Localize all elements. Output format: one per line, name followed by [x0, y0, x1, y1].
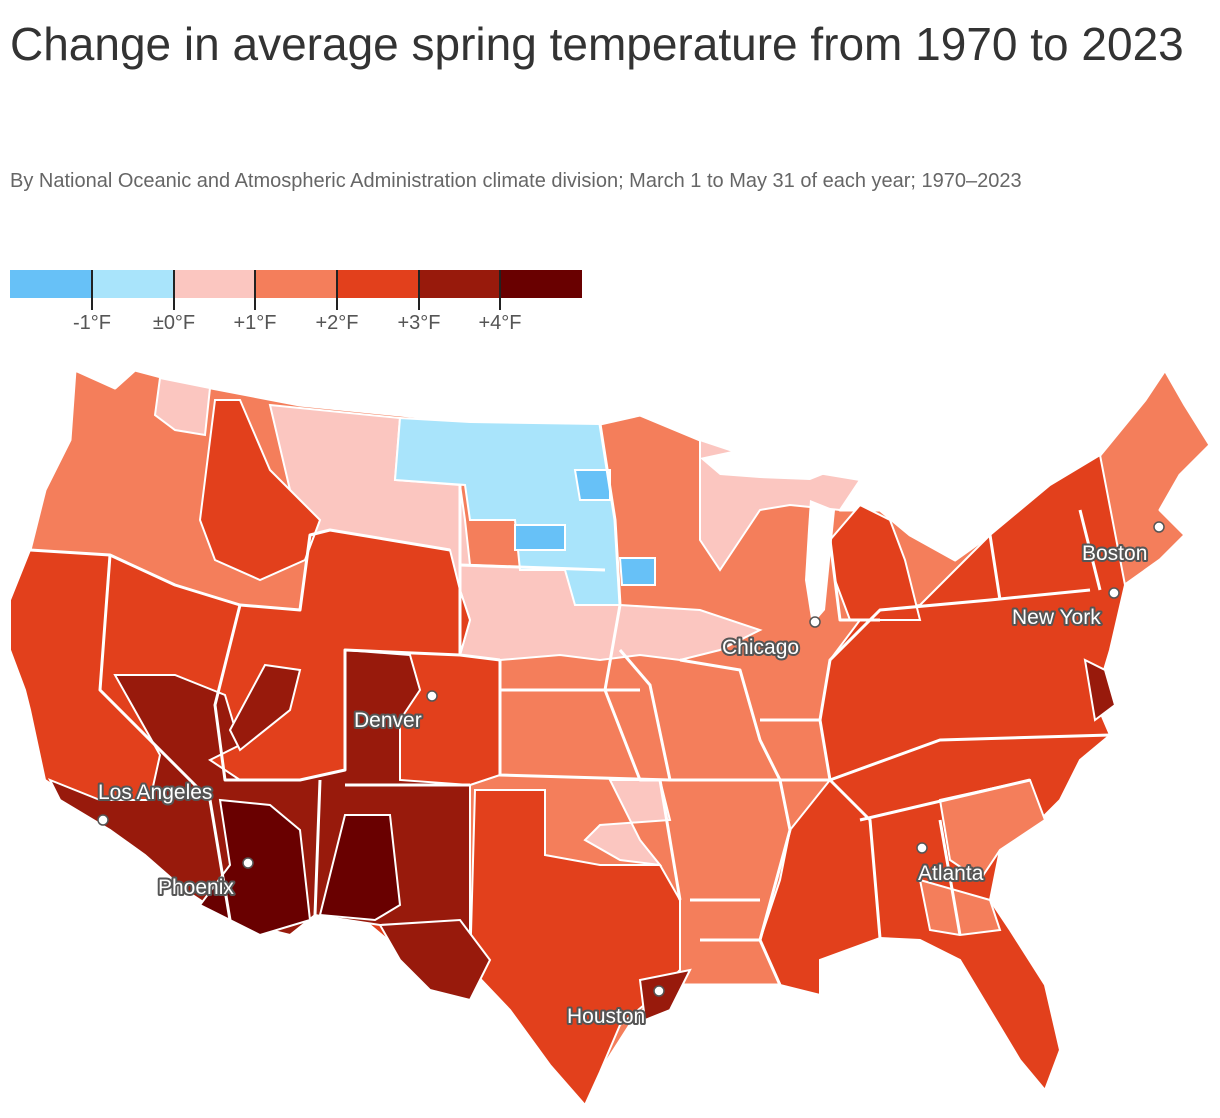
legend-tick-label: -1°F [73, 312, 111, 334]
state-boundaries [29, 423, 1111, 986]
color-legend: -1°F ±0°F +1°F +2°F +3°F +4°F [10, 270, 583, 340]
city-label: Denver [354, 709, 422, 732]
city-marker-houston: Houston [565, 985, 665, 1030]
city-label: Atlanta [918, 862, 984, 885]
city-label: New York [1012, 606, 1101, 629]
city-marker-boston: Boston [1080, 521, 1165, 567]
region-houston-very-warm [638, 968, 692, 1022]
legend-tick-mark [91, 270, 93, 310]
city-label: Chicago [722, 636, 799, 659]
city-label: Houston [567, 1005, 645, 1028]
region-washington-light [153, 376, 212, 437]
city-marker-new-york: New York [1010, 587, 1120, 631]
legend-tick-label: ±0°F [152, 312, 196, 334]
legend-swatch-below-minus-1 [10, 270, 92, 298]
region-dakotas-coldest [514, 469, 656, 586]
legend-tick-mark [173, 270, 175, 310]
us-climate-division-map: Boston New York Chicago Denver Los Angel… [8, 368, 1212, 1107]
region-texas-trans-pecos [378, 918, 492, 1002]
legend-swatch-0-to-1 [173, 270, 256, 298]
city-marker-chicago: Chicago [720, 616, 821, 661]
region-utah-very-warm [228, 663, 302, 752]
region-michigan-warm [828, 503, 922, 621]
legend-tick-mark [499, 270, 501, 310]
legend-bar [10, 270, 583, 298]
legend-tick-label: +2°F [315, 312, 359, 334]
region-delmarva-very-warm [1083, 658, 1117, 722]
legend-swatch-2-to-3 [336, 270, 419, 298]
city-marker-atlanta: Atlanta [916, 842, 986, 887]
city-label: Phoenix [158, 876, 234, 899]
legend-tick-mark [418, 270, 420, 310]
region-carolina-piedmont [918, 778, 1047, 937]
legend-tick-label: +4°F [478, 312, 522, 334]
legend-tick-mark [336, 270, 338, 310]
city-marker-phoenix: Phoenix [156, 857, 254, 901]
region-idaho-warm [198, 399, 322, 582]
legend-swatch-above-4 [500, 270, 583, 298]
legend-tick-label: +1°F [233, 312, 277, 334]
chart-subtitle: By National Oceanic and Atmospheric Admi… [10, 170, 1022, 192]
legend-tick-label: +3°F [397, 312, 441, 334]
city-marker-los-angeles: Los Angeles [96, 779, 214, 826]
chart-title: Change in average spring temperature fro… [10, 18, 1184, 70]
legend-swatch-minus-1-to-0 [91, 270, 174, 298]
legend-swatch-3-to-4 [418, 270, 501, 298]
legend-swatch-1-to-2 [255, 270, 337, 298]
city-marker-denver: Denver [352, 690, 438, 734]
lake-superior [700, 445, 830, 480]
region-east-warm [758, 453, 1127, 1092]
city-label: Boston [1082, 542, 1147, 565]
region-new-mexico-hottest [318, 814, 402, 922]
legend-tick-mark [254, 270, 256, 310]
city-label: Los Angeles [98, 781, 212, 804]
lake-michigan [805, 500, 835, 625]
